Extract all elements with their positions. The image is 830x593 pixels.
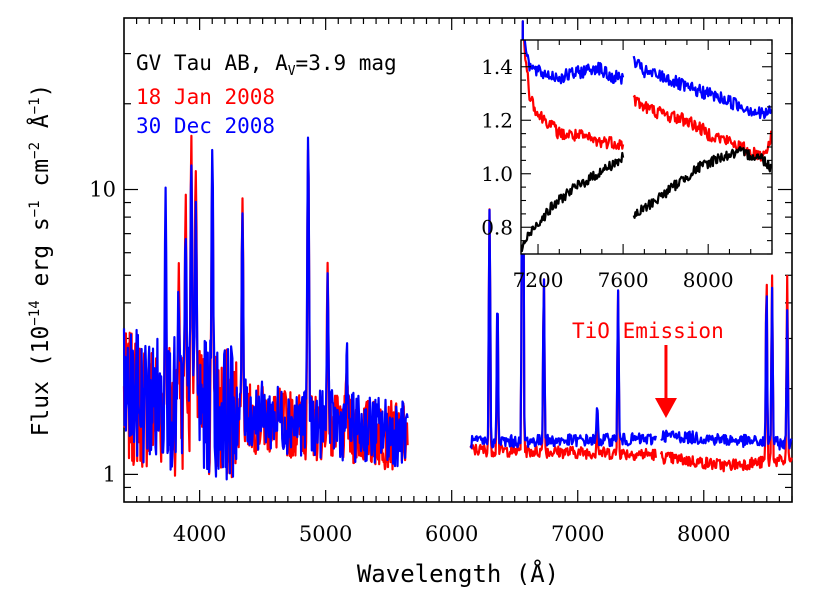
inset-series-1: [523, 40, 625, 85]
legend-entry-blue: 30 Dec 2008: [136, 114, 275, 138]
inset-series-1: [632, 55, 772, 120]
tio-emission-arrow: [654, 345, 677, 418]
inset-axis-ticks: [521, 39, 773, 255]
inset-x-tick-label: 7600: [598, 268, 649, 292]
series-blue-segment: [122, 136, 409, 481]
inset-y-tick-label: 1.0: [481, 162, 513, 186]
legend-entry-red: 18 Jan 2008: [136, 85, 275, 109]
y-tick-label: 10: [89, 178, 116, 202]
series-blue-segment: [469, 20, 657, 449]
inset-series-2: [521, 151, 625, 253]
tio-emission-label: TiO Emission: [572, 319, 724, 343]
inset-x-tick-label: 8000: [683, 268, 734, 292]
y-axis-label: Flux (10−14 erg s−1 cm−2 Å−1): [26, 84, 54, 437]
series-blue-segment: [660, 286, 793, 451]
inset-series-0: [523, 40, 625, 151]
main-series-group: [122, 20, 793, 481]
series-red-segment: [659, 274, 793, 473]
x-axis-label: Wavelength (Å): [357, 559, 559, 588]
inset-y-tick-label: 1.2: [481, 108, 513, 132]
inset-series-group: [521, 40, 772, 253]
main-plot-frame: [123, 17, 793, 503]
inset-series-2: [632, 146, 772, 219]
x-tick-label: 7000: [551, 522, 604, 546]
x-tick-label: 8000: [677, 522, 730, 546]
x-tick-label: 5000: [299, 522, 352, 546]
x-tick-label: 4000: [173, 522, 226, 546]
object-annotation: GV Tau AB, AV=3.9 mag: [136, 51, 397, 79]
tio-arrow-head: [654, 398, 677, 418]
inset-y-tick-label: 1.4: [481, 55, 513, 79]
x-tick-label: 6000: [425, 522, 478, 546]
inset-y-tick-label: 0.8: [481, 215, 513, 239]
y-tick-label: 1: [103, 462, 116, 486]
inset-x-tick-label: 7200: [513, 268, 564, 292]
